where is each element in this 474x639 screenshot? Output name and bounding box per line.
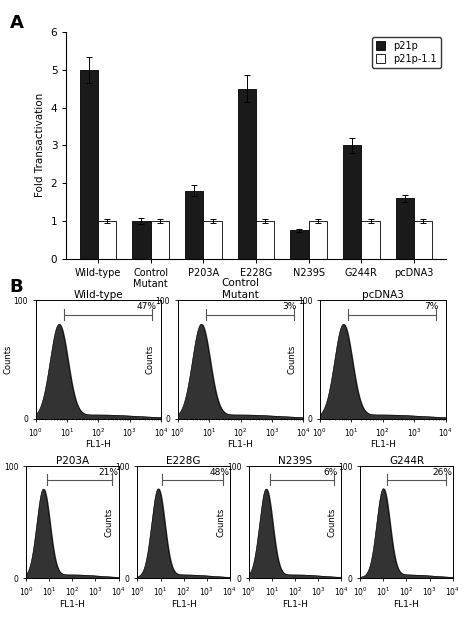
Bar <box>203 221 222 259</box>
Text: 26%: 26% <box>432 468 452 477</box>
X-axis label: FL1-H: FL1-H <box>59 600 85 609</box>
Bar <box>309 221 327 259</box>
Title: pcDNA3: pcDNA3 <box>362 289 404 300</box>
X-axis label: FL1-H: FL1-H <box>282 600 308 609</box>
Bar <box>98 221 117 259</box>
Y-axis label: Fold Transactivation: Fold Transactivation <box>35 93 45 197</box>
Y-axis label: Counts: Counts <box>216 508 225 537</box>
Bar <box>151 221 169 259</box>
Y-axis label: Counts: Counts <box>105 508 114 537</box>
Title: Wild-type: Wild-type <box>73 289 123 300</box>
Y-axis label: Counts: Counts <box>3 345 12 374</box>
Title: Control
Mutant: Control Mutant <box>221 278 260 300</box>
Bar <box>256 221 274 259</box>
Title: G244R: G244R <box>389 456 424 466</box>
X-axis label: FL1-H: FL1-H <box>171 600 197 609</box>
Text: 47%: 47% <box>137 302 157 311</box>
Text: 21%: 21% <box>98 468 118 477</box>
Bar <box>361 221 380 259</box>
Text: 6%: 6% <box>324 468 338 477</box>
Text: B: B <box>9 278 23 296</box>
Title: N239S: N239S <box>278 456 312 466</box>
X-axis label: FL1-H: FL1-H <box>370 440 396 449</box>
Bar <box>237 89 256 259</box>
X-axis label: FL1-H: FL1-H <box>228 440 254 449</box>
Bar <box>414 221 432 259</box>
Bar <box>80 70 98 259</box>
Y-axis label: Counts: Counts <box>287 345 296 374</box>
Y-axis label: Counts: Counts <box>328 508 337 537</box>
Bar <box>132 221 151 259</box>
Text: 7%: 7% <box>424 302 438 311</box>
Text: A: A <box>9 14 23 32</box>
Title: P203A: P203A <box>56 456 89 466</box>
X-axis label: FL1-H: FL1-H <box>393 600 419 609</box>
Text: 3%: 3% <box>282 302 296 311</box>
Bar <box>290 231 309 259</box>
Bar <box>343 146 361 259</box>
Title: E228G: E228G <box>166 456 201 466</box>
Y-axis label: Counts: Counts <box>0 508 2 537</box>
Bar <box>185 190 203 259</box>
Bar <box>395 198 414 259</box>
Y-axis label: Counts: Counts <box>145 345 154 374</box>
X-axis label: FL1-H: FL1-H <box>85 440 111 449</box>
Legend: p21p, p21p-1.1: p21p, p21p-1.1 <box>372 37 441 68</box>
Text: 48%: 48% <box>210 468 229 477</box>
